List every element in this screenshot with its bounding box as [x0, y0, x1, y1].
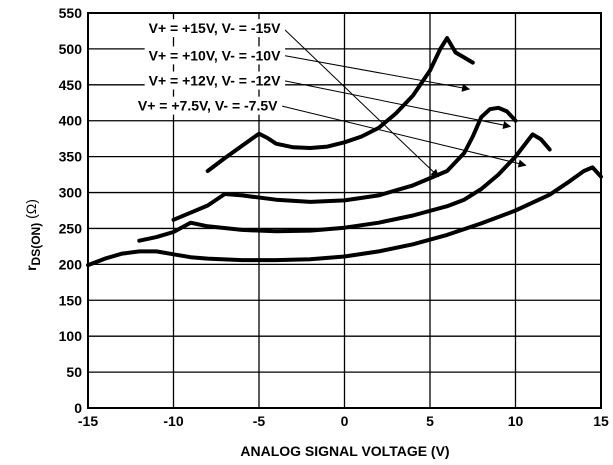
callout-arrow-3	[283, 80, 512, 129]
callout-arrows	[280, 27, 527, 178]
series-label-1: V+ = +15V, V- = -15V	[144, 19, 286, 38]
y-axis-title: rDS(ON) (Ω)	[23, 199, 43, 271]
y-tick-label: 400	[59, 113, 83, 129]
series-label-text: V+ = +10V, V- = -10V	[149, 47, 281, 63]
y-tick-label: 50	[66, 364, 82, 380]
y-axis-title-unit: (Ω)	[23, 199, 39, 223]
series-line-3	[171, 105, 518, 222]
callout-arrow-1	[282, 27, 440, 178]
x-axis-title: ANALOG SIGNAL VOLTAGE (V)	[240, 443, 449, 459]
y-tick-label: 200	[59, 256, 83, 272]
y-tick-label: 450	[59, 77, 83, 93]
series-label-2: V+ = +10V, V- = -10V	[144, 46, 286, 65]
series-label-bg	[144, 46, 286, 65]
series-label-3: V+ = +12V, V- = -12V	[144, 71, 286, 90]
callout-arrow-4	[280, 105, 527, 168]
series-line-1	[86, 165, 603, 268]
series-line-2	[205, 36, 475, 173]
series-label-bg	[144, 19, 286, 38]
y-tick-label: 300	[59, 185, 83, 201]
y-tick-label: 100	[59, 328, 83, 344]
x-tick-label: -10	[163, 413, 183, 429]
series-label-text: V+ = +15V, V- = -15V	[149, 20, 281, 36]
series-labels: V+ = +15V, V- = -15V V+ = +10V, V- = -10V…	[133, 19, 286, 115]
y-tick-label: 250	[59, 220, 83, 236]
series-label-bg	[144, 71, 286, 90]
series-label-text: V+ = +12V, V- = -12V	[149, 73, 281, 89]
series-line-4	[137, 132, 552, 243]
y-axis-title-main: r	[23, 265, 39, 271]
x-axis-tick-labels: -15 -10 -5 0 5 10 15	[78, 413, 609, 429]
plot-border	[87, 12, 602, 409]
x-tick-label: 15	[593, 413, 609, 429]
x-tick-label: -15	[78, 413, 98, 429]
y-axis-title-sub: DS(ON)	[29, 223, 43, 266]
series-label-text: V+ = +7.5V, V- = -7.5V	[138, 98, 278, 114]
y-tick-label: 350	[59, 149, 83, 165]
plot-frame	[87, 12, 602, 409]
y-tick-label: 550	[59, 5, 83, 21]
series-layer	[86, 36, 603, 268]
x-tick-label: 5	[426, 413, 434, 429]
x-tick-label: 0	[341, 413, 349, 429]
y-axis-tick-labels: 0 50 100 150 200 250 300 350 400 450 500 550	[59, 5, 83, 416]
callout-arrow-2	[283, 54, 471, 92]
y-tick-label: 500	[59, 41, 83, 57]
x-tick-label: -5	[253, 413, 266, 429]
series-label-4: V+ = +7.5V, V- = -7.5V	[133, 96, 283, 115]
x-tick-label: 10	[508, 413, 524, 429]
svg-text:rDS(ON) (Ω): rDS(ON) (Ω)	[23, 199, 43, 271]
series-label-bg	[133, 96, 283, 115]
y-tick-label: 0	[74, 400, 82, 416]
y-tick-label: 150	[59, 292, 83, 308]
